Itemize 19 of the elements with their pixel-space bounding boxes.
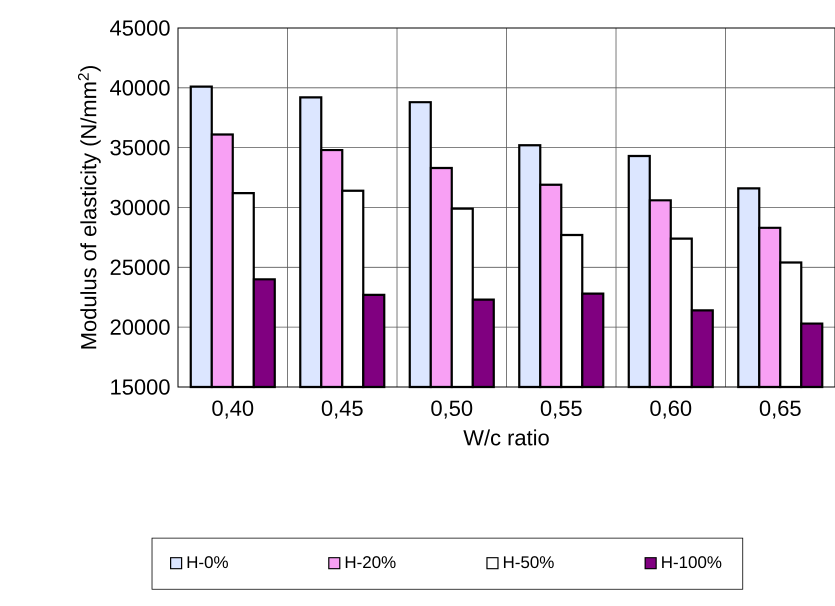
x-tick-label: 0,60 bbox=[650, 400, 692, 419]
y-tick-label: 30000 bbox=[110, 200, 170, 216]
y-tick-label: 45000 bbox=[110, 20, 170, 36]
y-tick-label: 40000 bbox=[110, 80, 170, 96]
y-tick-label: 25000 bbox=[110, 260, 170, 276]
legend-label: H-20% bbox=[346, 556, 396, 568]
y-axis-title: Modulus of elasticity (N/mm$^{2}$) bbox=[78, 66, 101, 348]
legend-label: H-100% bbox=[662, 556, 722, 568]
x-axis-title: W/c ratio bbox=[463, 429, 549, 446]
x-tick-label: 0,40 bbox=[212, 400, 254, 419]
x-tick-label: 0,55 bbox=[540, 400, 582, 419]
x-tick-label: 0,45 bbox=[322, 400, 363, 419]
x-tick-label: 0,65 bbox=[760, 400, 801, 419]
y-tick-label: 20000 bbox=[110, 319, 170, 335]
y-tick-label: 15000 bbox=[111, 379, 170, 395]
legend-label: H-0% bbox=[188, 556, 228, 568]
y-tick-label: 35000 bbox=[110, 140, 170, 156]
legend-label: H-50% bbox=[504, 556, 554, 568]
x-tick-label: 0,50 bbox=[431, 400, 472, 419]
